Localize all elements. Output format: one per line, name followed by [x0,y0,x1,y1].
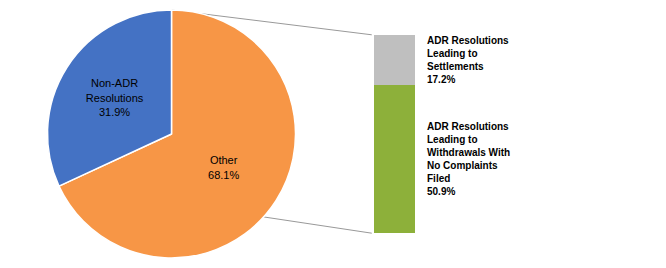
svg-text:Other68.1%: Other68.1% [208,154,239,180]
svg-text:ADR ResolutionsLeading toSettl: ADR ResolutionsLeading toSettlements17.2… [427,35,509,85]
svg-text:Non-ADRResolutions31.9%: Non-ADRResolutions31.9% [86,77,144,118]
svg-text:ADR ResolutionsLeading toWithd: ADR ResolutionsLeading toWithdrawals Wit… [427,121,510,197]
